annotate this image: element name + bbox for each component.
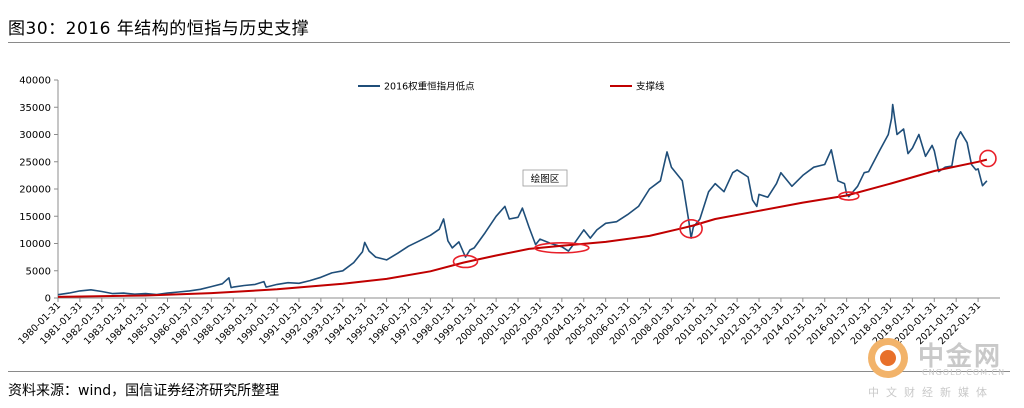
support-touch-circle xyxy=(979,149,997,168)
watermark-slogan: 中文财经新媒体 xyxy=(868,386,994,399)
support-touch-circle xyxy=(679,218,703,239)
y-tick-label: 20000 xyxy=(19,185,51,196)
y-tick-label: 35000 xyxy=(19,103,51,114)
plot-area-note: 绘图区 xyxy=(522,169,568,187)
legend: 2016权重恒指月低点 支撑线 xyxy=(358,81,665,93)
legend-label: 支撑线 xyxy=(636,81,665,93)
y-tick-label: 15000 xyxy=(19,212,51,223)
figure-title: 图30：2016 年结构的恒指与历史支撑 xyxy=(8,19,310,39)
plot-note-label: 绘图区 xyxy=(531,173,560,185)
support-touch-circle xyxy=(534,242,590,254)
series-layer xyxy=(57,103,988,298)
line-chart: 0 5000 10000 15000 20000 25000 30000 35000 40000… xyxy=(16,76,1000,347)
watermark-url: CNGOLD.COM.CN xyxy=(922,368,1006,377)
series-line-hsi-lows xyxy=(57,103,988,296)
watermark-name: 中金网 xyxy=(918,342,1003,372)
legend-label: 2016权重恒指月低点 xyxy=(384,81,475,93)
plot-note-box xyxy=(522,169,568,187)
y-tick-label: 30000 xyxy=(19,130,51,141)
series-line-support xyxy=(57,158,988,298)
annotation-layer xyxy=(452,149,997,269)
source-divider xyxy=(8,371,1010,372)
watermark: 中金网 CNGOLD.COM.CN 中文财经新媒体 xyxy=(864,334,1014,406)
title-divider xyxy=(8,42,1010,43)
support-touch-circle xyxy=(838,191,860,201)
y-tick-label: 5000 xyxy=(26,266,51,277)
y-tick-label: 10000 xyxy=(19,239,51,250)
figure-source: 资料来源：wind，国信证券经济研究所整理 xyxy=(8,383,280,399)
y-tick-label: 25000 xyxy=(19,157,51,168)
watermark-logo-icon xyxy=(868,338,908,378)
y-tick-label: 0 xyxy=(45,294,51,305)
y-tick-label: 40000 xyxy=(19,76,51,87)
chart-axes: 0 5000 10000 15000 20000 25000 30000 35000 40000… xyxy=(16,76,1000,347)
support-touch-circle xyxy=(452,254,479,269)
